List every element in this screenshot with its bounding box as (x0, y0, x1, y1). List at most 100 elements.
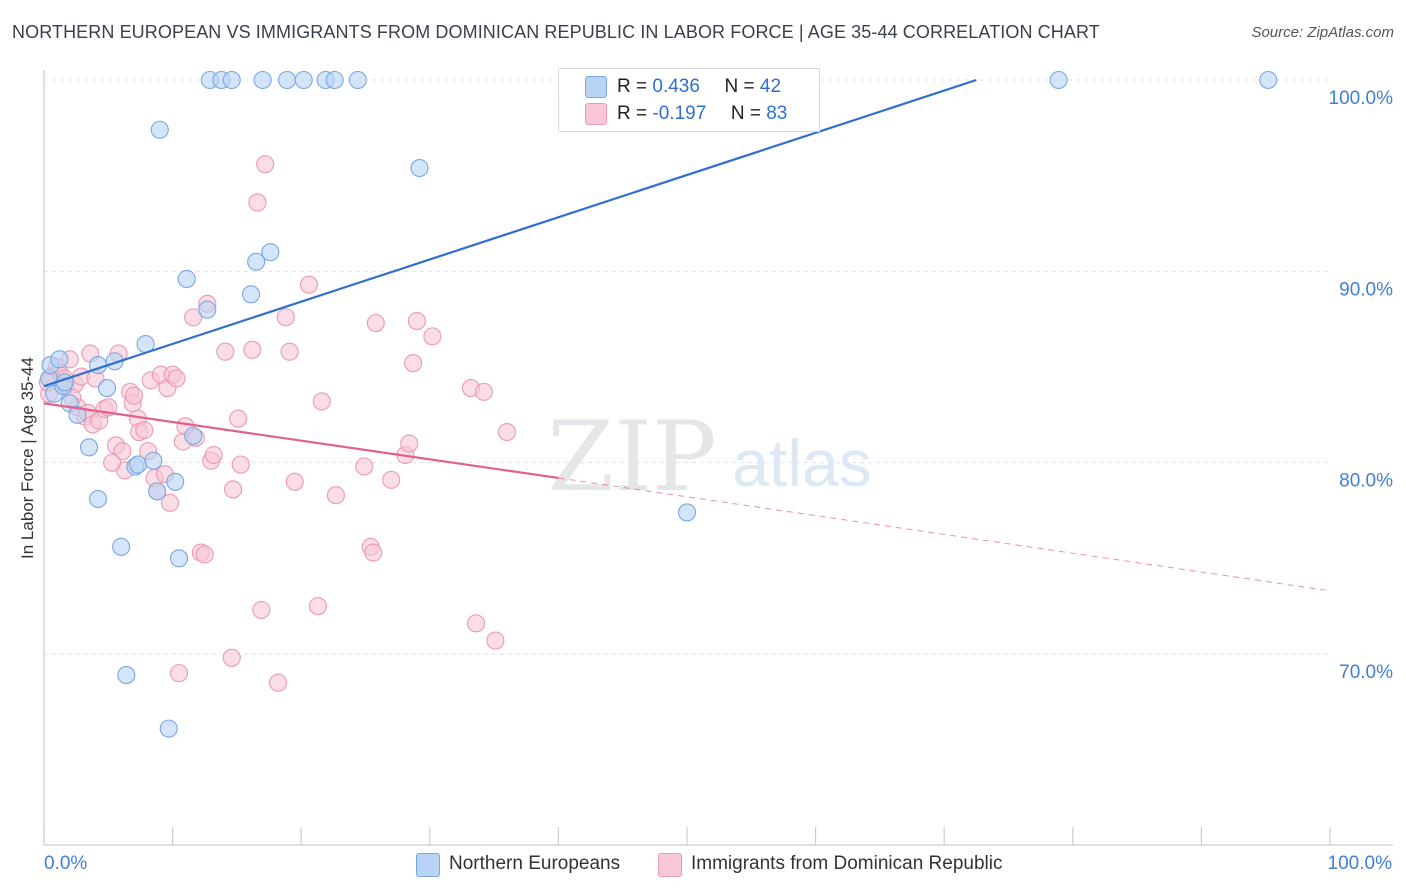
dominican-point (364, 543, 383, 562)
northern-point (159, 719, 178, 738)
northern-point (253, 70, 272, 90)
dominican-point (299, 275, 318, 294)
y-tick-label: 80.0% (1339, 471, 1393, 492)
northern-point (247, 252, 266, 271)
northern-point (677, 503, 697, 522)
dominican-point (400, 434, 419, 453)
y-tick-label: 90.0% (1339, 279, 1393, 300)
pink-swatch-icon (585, 103, 607, 125)
northern-point (97, 378, 117, 398)
northern-trend-line (43, 78, 977, 388)
dominican-point (216, 342, 235, 361)
trend-lines (43, 78, 1331, 592)
dominican-point (222, 648, 241, 667)
northern-point (294, 70, 313, 90)
dominican-point (124, 386, 144, 405)
dominican-point (404, 354, 423, 373)
dominican-point (326, 486, 345, 505)
northern-point (169, 549, 189, 568)
stats-legend: R = 0.436 N = 42 R = -0.197 N = 83 (558, 68, 820, 132)
dominican-point (382, 470, 401, 489)
r-value: 0.436 (652, 76, 700, 97)
northern-point (325, 70, 344, 90)
dominican-point (407, 312, 426, 331)
dominican-point (231, 455, 250, 474)
watermark: ZIP atlas (547, 401, 871, 513)
blue-swatch-icon (416, 853, 440, 877)
dominican-point (243, 340, 262, 359)
dominican-point (252, 600, 271, 620)
northern-point (68, 405, 87, 424)
source-label: Source: ZipAtlas.com (1251, 24, 1394, 41)
r-value: -0.197 (652, 103, 707, 124)
northern-point (79, 438, 99, 457)
dominican-point (223, 480, 243, 499)
northern-point (348, 70, 367, 90)
northern-point (184, 426, 203, 445)
northern-point (117, 665, 136, 685)
n-value: 83 (766, 103, 788, 124)
dominican-point (103, 453, 122, 472)
dominican-point (285, 472, 304, 491)
northern-point (148, 482, 167, 501)
dominican-point (160, 493, 180, 512)
dominican-point (474, 382, 493, 401)
series-dominican-points (38, 155, 517, 692)
northern-point (177, 269, 196, 289)
dominican-trend-extension (558, 477, 1331, 592)
dominican-point (229, 409, 248, 428)
dominican-point (184, 308, 203, 327)
dominican-point (355, 457, 374, 476)
northern-point (128, 455, 147, 474)
dominican-point (195, 545, 214, 564)
x-tick-label-right: 100.0% (1327, 853, 1392, 874)
northern-point (222, 70, 241, 90)
dominican-point (467, 614, 486, 633)
northern-point (144, 451, 163, 470)
northern-point (150, 120, 169, 139)
dominican-point (113, 442, 132, 461)
dominican-point (497, 423, 517, 442)
grid-lines (44, 79, 1330, 655)
r-label: R = (617, 76, 648, 97)
northern-point (278, 70, 297, 90)
watermark-zip: ZIP (547, 401, 716, 513)
northern-point (261, 243, 280, 262)
legend-label: Northern Europeans (449, 853, 621, 874)
series-legend: Northern Europeans Immigrants from Domin… (0, 850, 1406, 880)
northern-point (410, 158, 429, 178)
northern-point (112, 537, 131, 556)
y-tick-label: 70.0% (1339, 662, 1393, 683)
legend-label: Immigrants from Dominican Republic (691, 853, 1003, 874)
dominican-point (204, 445, 223, 465)
dominican-point (167, 369, 186, 388)
dominican-point (366, 313, 385, 333)
dominican-point (169, 664, 189, 683)
y-tick-labels: 70.0% 80.0% 90.0% 100.0% (1329, 88, 1394, 683)
blue-swatch-icon (585, 76, 607, 98)
dominican-point (276, 308, 295, 327)
n-label: N = (724, 76, 755, 97)
r-label: R = (617, 103, 648, 124)
dominican-point (248, 193, 267, 212)
n-value: 42 (759, 76, 782, 97)
dominican-point (280, 342, 299, 361)
watermark-atlas: atlas (732, 426, 871, 500)
y-tick-label: 100.0% (1329, 88, 1394, 109)
dominican-point (308, 597, 327, 616)
dominican-point (269, 673, 288, 692)
dominican-point (312, 392, 331, 411)
n-label: N = (730, 103, 761, 124)
northern-point (198, 300, 217, 319)
northern-point (166, 472, 185, 491)
northern-point (241, 285, 261, 304)
dominican-point (256, 155, 275, 174)
chart-title: NORTHERN EUROPEAN VS IMMIGRANTS FROM DOM… (12, 22, 1100, 42)
dominican-trend-line (43, 402, 559, 480)
northern-point (1049, 70, 1068, 90)
pink-swatch-icon (658, 853, 682, 877)
dominican-point (135, 421, 154, 440)
axes (43, 70, 1393, 846)
northern-point (1259, 70, 1278, 90)
